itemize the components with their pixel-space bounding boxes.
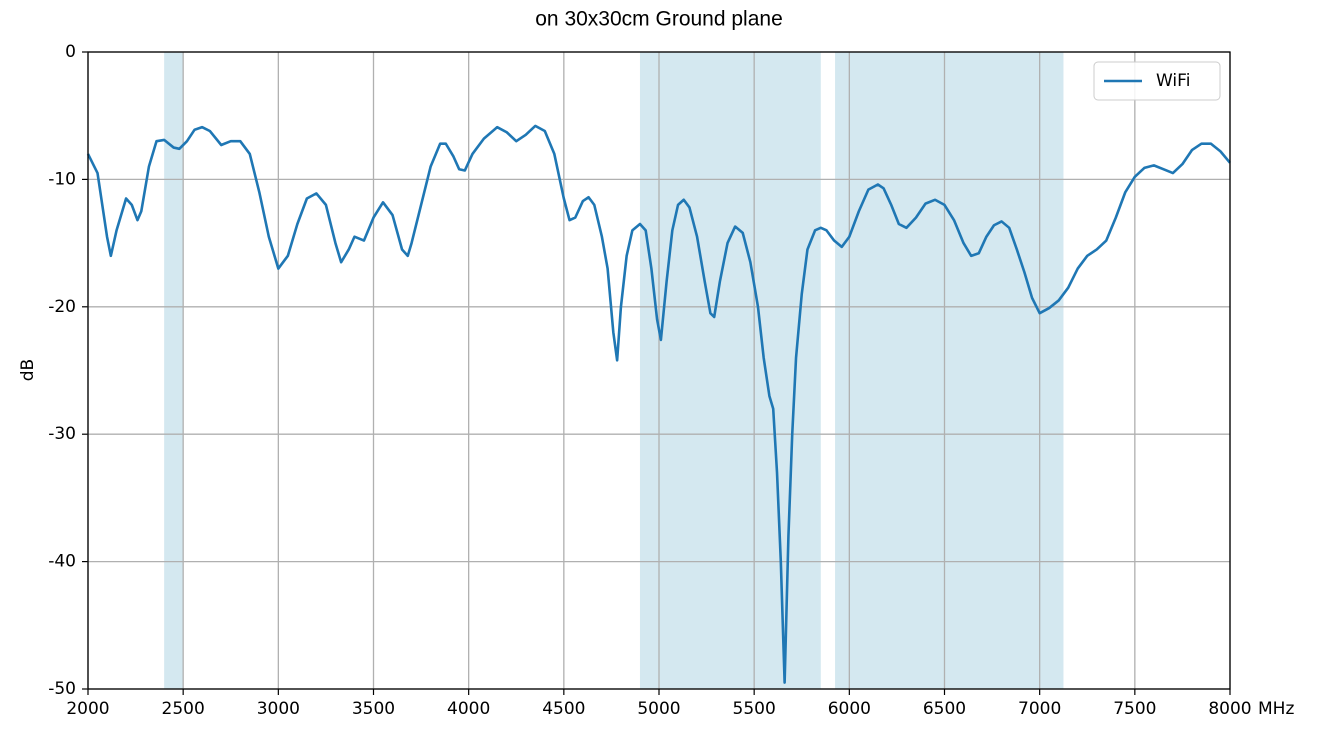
chart-title: on 30x30cm Ground plane <box>535 8 783 31</box>
x-tick-label: 4500 <box>542 699 585 719</box>
data-line <box>86 124 1232 684</box>
x-tick-label: 6500 <box>923 699 966 719</box>
y-tick-label: -30 <box>48 424 76 444</box>
y-tick-label: -20 <box>48 297 76 317</box>
legend-label: WiFi <box>1156 71 1190 91</box>
highlight-band <box>164 52 184 689</box>
x-tick-label: 7000 <box>1018 699 1061 719</box>
x-tick-label: 4000 <box>447 699 490 719</box>
x-tick-label: 5000 <box>637 699 680 719</box>
x-axis-label: MHz <box>1258 699 1294 719</box>
x-tick-label: 8000 <box>1208 699 1251 719</box>
highlight-band <box>835 52 1064 689</box>
y-tick-label: -50 <box>48 679 76 699</box>
y-tick-label: -40 <box>48 552 76 572</box>
x-tick-label: 3500 <box>352 699 395 719</box>
highlight-band <box>639 52 821 689</box>
x-tick-label: 5500 <box>733 699 776 719</box>
x-tick-label: 7500 <box>1113 699 1156 719</box>
x-tick-label: 3000 <box>257 699 300 719</box>
x-tick-label: 6000 <box>828 699 871 719</box>
y-tick-label: 0 <box>65 42 76 62</box>
x-tick-label: 2500 <box>162 699 205 719</box>
y-axis-label: dB <box>18 359 38 381</box>
plot-frame <box>87 51 1231 690</box>
x-tick-label: 2000 <box>66 699 109 719</box>
legend-box <box>1093 61 1221 101</box>
y-tick-label: -10 <box>48 169 76 189</box>
